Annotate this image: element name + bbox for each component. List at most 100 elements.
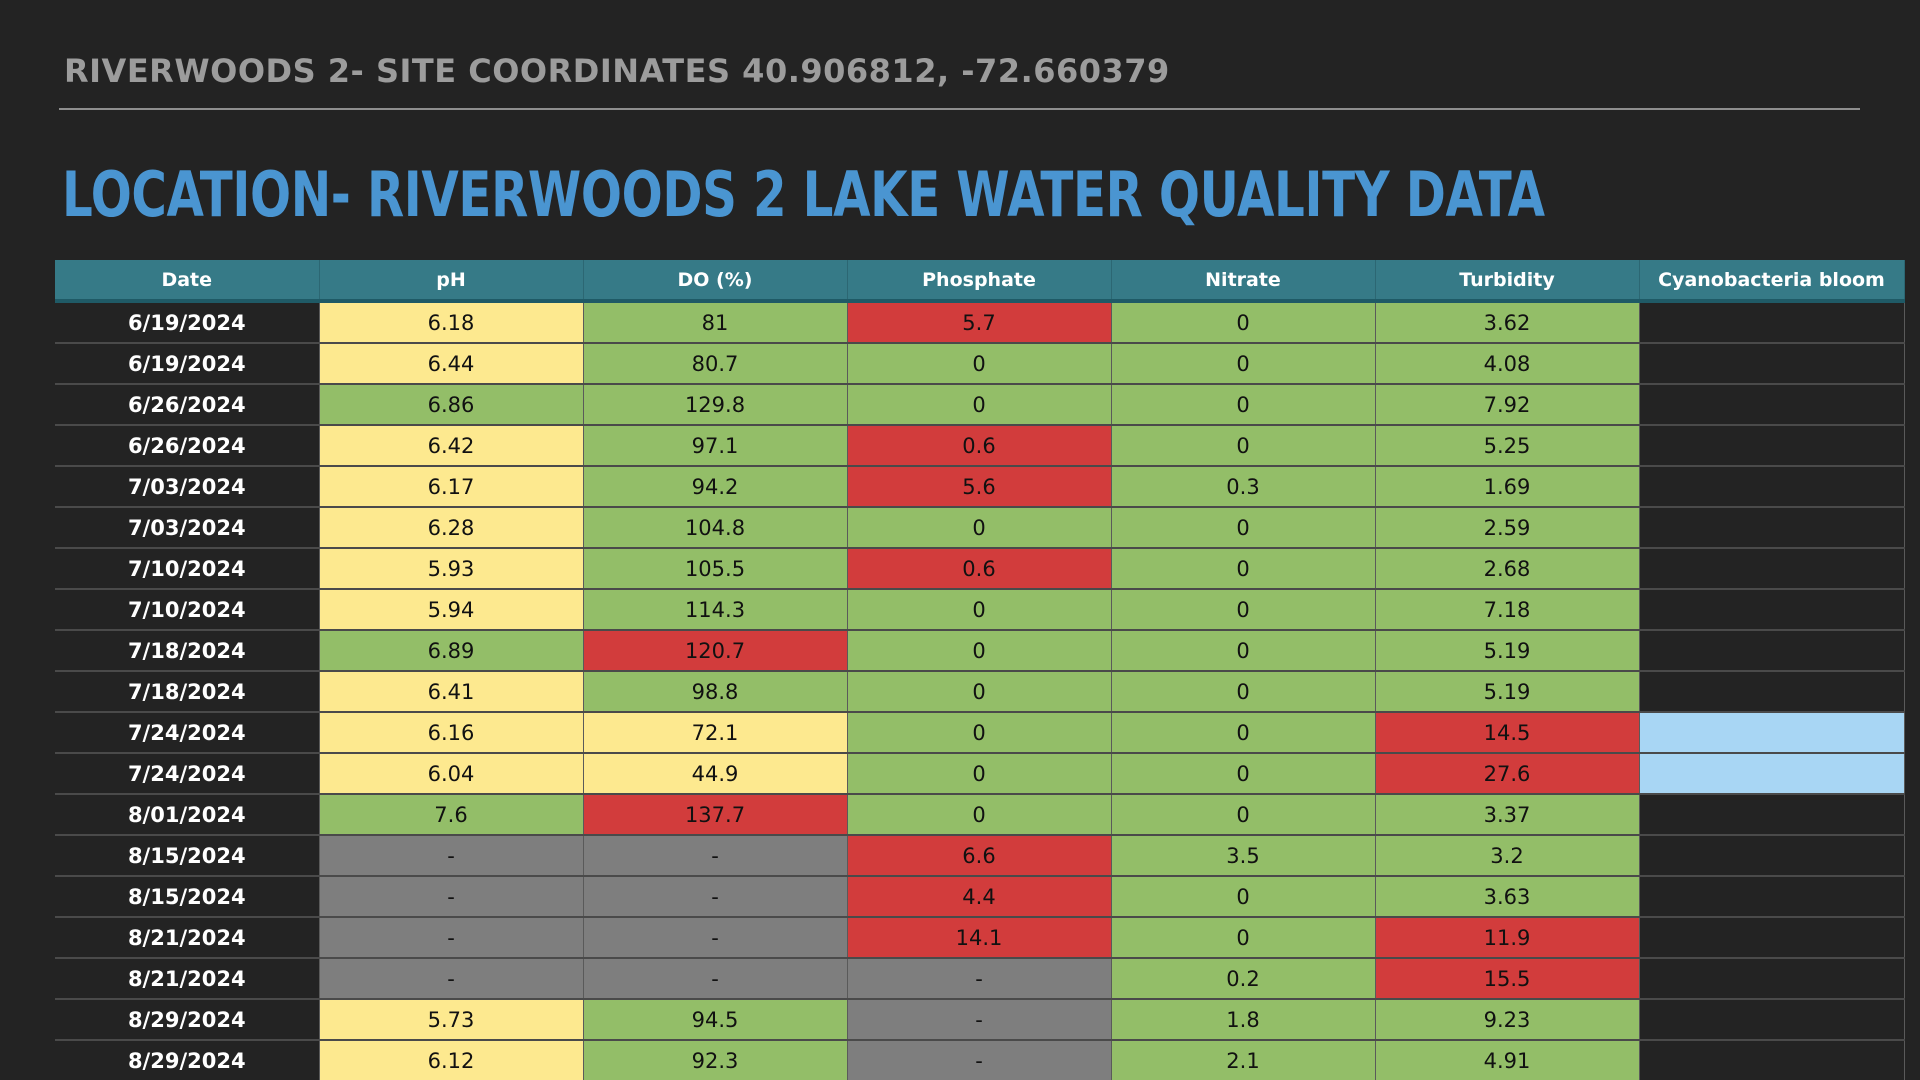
cell-phosphate: - <box>847 957 1112 999</box>
cell-cyanobacteria-bloom <box>1639 834 1905 876</box>
cell-turbidity: 3.63 <box>1375 875 1640 917</box>
cell-do: 81 <box>583 300 848 343</box>
cell-nitrate: 3.5 <box>1111 834 1376 876</box>
cell-phosphate: 4.4 <box>847 875 1112 917</box>
cell-do: 97.1 <box>583 424 848 466</box>
cell-turbidity: 14.5 <box>1375 711 1640 753</box>
cell-phosphate: 0 <box>847 342 1112 384</box>
cell-nitrate: 0 <box>1111 506 1376 548</box>
cell-nitrate: 1.8 <box>1111 998 1376 1040</box>
cell-cyanobacteria-bloom <box>1639 875 1905 917</box>
cell-do: 94.2 <box>583 465 848 507</box>
cell-do: 72.1 <box>583 711 848 753</box>
cell-turbidity: 3.2 <box>1375 834 1640 876</box>
table-row: 8/01/2024 7.6 137.7 0 0 3.37 <box>55 793 1905 835</box>
cell-cyanobacteria-bloom <box>1639 711 1905 753</box>
table-row: 8/21/2024- - -0.2 15.5 <box>55 957 1905 999</box>
cell-turbidity: 4.91 <box>1375 1039 1640 1080</box>
cell-turbidity: 5.19 <box>1375 629 1640 671</box>
cell-turbidity: 7.18 <box>1375 588 1640 630</box>
cell-ph: - <box>319 834 584 876</box>
cell-ph: 5.93 <box>319 547 584 589</box>
cell-date: 8/29/2024 <box>55 998 320 1040</box>
cell-nitrate: 0 <box>1111 793 1376 835</box>
cell-nitrate: 0 <box>1111 916 1376 958</box>
cell-nitrate: 0.2 <box>1111 957 1376 999</box>
cell-date: 6/19/2024 <box>55 342 320 384</box>
cell-ph: 6.12 <box>319 1039 584 1080</box>
cell-cyanobacteria-bloom <box>1639 383 1905 425</box>
cell-do: 105.5 <box>583 547 848 589</box>
table-row: 8/29/2024 5.73 94.5-1.8 9.23 <box>55 998 1905 1040</box>
column-header-nitrate: Nitrate <box>1111 260 1376 303</box>
cell-do: 114.3 <box>583 588 848 630</box>
cell-ph: 6.89 <box>319 629 584 671</box>
table-row: 7/18/2024 6.41 98.8 0 0 5.19 <box>55 670 1905 712</box>
cell-cyanobacteria-bloom <box>1639 998 1905 1040</box>
cell-date: 7/24/2024 <box>55 752 320 794</box>
heading-divider <box>59 108 1860 110</box>
cell-cyanobacteria-bloom <box>1639 424 1905 466</box>
table-row: 8/21/2024- -14.1 0 11.9 <box>55 916 1905 958</box>
cell-date: 8/29/2024 <box>55 1039 320 1080</box>
cell-date: 6/26/2024 <box>55 383 320 425</box>
cell-phosphate: - <box>847 998 1112 1040</box>
cell-turbidity: 3.37 <box>1375 793 1640 835</box>
cell-cyanobacteria-bloom <box>1639 506 1905 548</box>
cell-do: 120.7 <box>583 629 848 671</box>
cell-phosphate: 0 <box>847 752 1112 794</box>
cell-do: 104.8 <box>583 506 848 548</box>
header-row: Date pH DO (%) Phosphate Nitrate Turbidi… <box>55 260 1905 303</box>
site-coordinates-heading: RIVERWOODS 2- SITE COORDINATES 40.906812… <box>64 52 1170 90</box>
table-row: 6/26/2024 6.86 129.8 0 0 7.92 <box>55 383 1905 425</box>
cell-phosphate: 0.6 <box>847 424 1112 466</box>
cell-phosphate: 0 <box>847 383 1112 425</box>
cell-ph: 6.04 <box>319 752 584 794</box>
cell-ph: - <box>319 916 584 958</box>
cell-nitrate: 0 <box>1111 670 1376 712</box>
cell-nitrate: 0 <box>1111 342 1376 384</box>
cell-phosphate: 0 <box>847 506 1112 548</box>
cell-cyanobacteria-bloom <box>1639 465 1905 507</box>
water-quality-table: Date pH DO (%) Phosphate Nitrate Turbidi… <box>55 260 1905 1080</box>
cell-ph: 6.86 <box>319 383 584 425</box>
cell-do: 80.7 <box>583 342 848 384</box>
table-row: 6/19/2024 6.18 81 5.7 0 3.62 <box>55 300 1905 343</box>
cell-phosphate: 6.6 <box>847 834 1112 876</box>
cell-phosphate: 14.1 <box>847 916 1112 958</box>
cell-date: 6/26/2024 <box>55 424 320 466</box>
cell-nitrate: 0 <box>1111 588 1376 630</box>
cell-cyanobacteria-bloom <box>1639 588 1905 630</box>
cell-phosphate: 0 <box>847 670 1112 712</box>
cell-nitrate: 2.1 <box>1111 1039 1376 1080</box>
cell-ph: 5.94 <box>319 588 584 630</box>
cell-date: 6/19/2024 <box>55 300 320 343</box>
cell-do: 94.5 <box>583 998 848 1040</box>
cell-nitrate: 0 <box>1111 711 1376 753</box>
cell-nitrate: 0.3 <box>1111 465 1376 507</box>
cell-do: - <box>583 875 848 917</box>
table-body: 6/19/2024 6.18 81 5.7 0 3.62 6/19/2024 6.44 80.7… <box>55 300 1905 1080</box>
cell-date: 7/18/2024 <box>55 670 320 712</box>
cell-cyanobacteria-bloom <box>1639 752 1905 794</box>
cell-date: 8/15/2024 <box>55 875 320 917</box>
table-row: 7/03/2024 6.28 104.8 0 0 2.59 <box>55 506 1905 548</box>
cell-ph: 6.17 <box>319 465 584 507</box>
cell-ph: - <box>319 875 584 917</box>
cell-cyanobacteria-bloom <box>1639 1039 1905 1080</box>
cell-date: 8/21/2024 <box>55 916 320 958</box>
table-row: 6/26/2024 6.42 97.1 0.6 0 5.25 <box>55 424 1905 466</box>
cell-date: 7/10/2024 <box>55 547 320 589</box>
cell-nitrate: 0 <box>1111 424 1376 466</box>
column-header-ph: pH <box>319 260 584 303</box>
table-row: 7/24/2024 6.16 72.1 0 0 14.5 <box>55 711 1905 753</box>
cell-date: 8/01/2024 <box>55 793 320 835</box>
cell-do: 98.8 <box>583 670 848 712</box>
cell-turbidity: 9.23 <box>1375 998 1640 1040</box>
table-row: 8/15/2024- -4.4 0 3.63 <box>55 875 1905 917</box>
page-title: LOCATION- RIVERWOODS 2 LAKE WATER QUALIT… <box>62 158 1545 231</box>
cell-phosphate: 5.7 <box>847 300 1112 343</box>
table-row: 7/24/2024 6.04 44.9 0 0 27.6 <box>55 752 1905 794</box>
cell-date: 7/03/2024 <box>55 465 320 507</box>
cell-nitrate: 0 <box>1111 300 1376 343</box>
